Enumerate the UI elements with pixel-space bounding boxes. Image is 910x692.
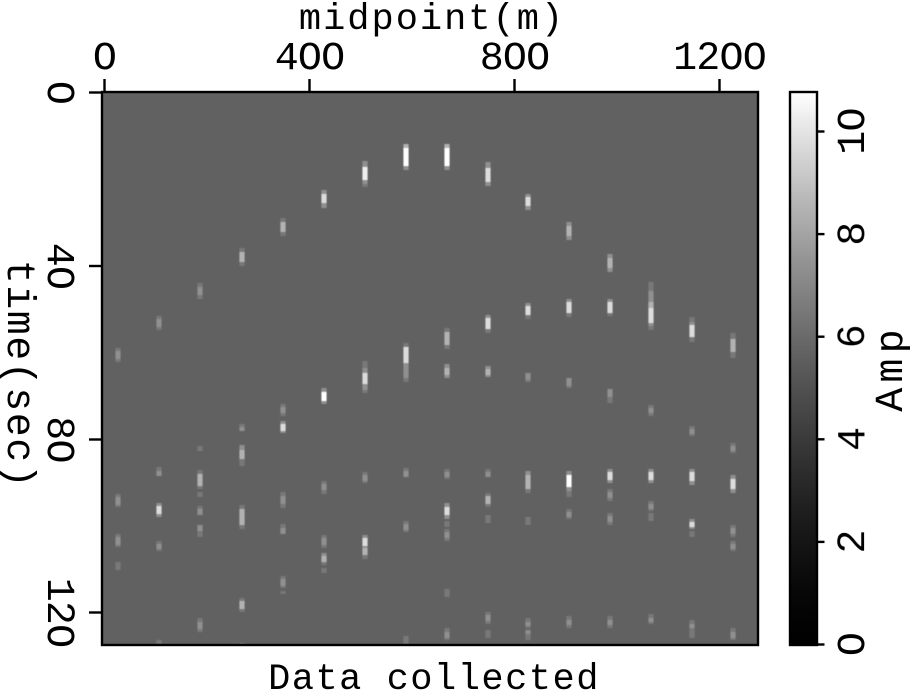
svg-text:4: 4 <box>832 428 877 451</box>
svg-text:time(sec): time(sec) <box>0 260 40 490</box>
svg-text:12OO: 12OO <box>673 37 766 82</box>
svg-text:8O: 8O <box>35 416 80 462</box>
svg-text:O: O <box>93 37 116 82</box>
svg-text:O: O <box>832 633 877 656</box>
svg-text:8: 8 <box>832 222 877 245</box>
svg-text:midpoint(m): midpoint(m) <box>299 0 565 41</box>
svg-text:Amp: Amp <box>870 324 910 412</box>
svg-text:1O: 1O <box>832 108 877 154</box>
svg-text:4O: 4O <box>35 243 80 289</box>
svg-text:2: 2 <box>832 530 877 553</box>
svg-text:12O: 12O <box>35 578 80 648</box>
svg-text:4OO: 4OO <box>275 37 345 82</box>
svg-text:6: 6 <box>832 325 877 348</box>
svg-text:Data collected: Data collected <box>268 659 600 692</box>
svg-text:8OO: 8OO <box>480 37 550 82</box>
svg-text:O: O <box>35 81 80 104</box>
